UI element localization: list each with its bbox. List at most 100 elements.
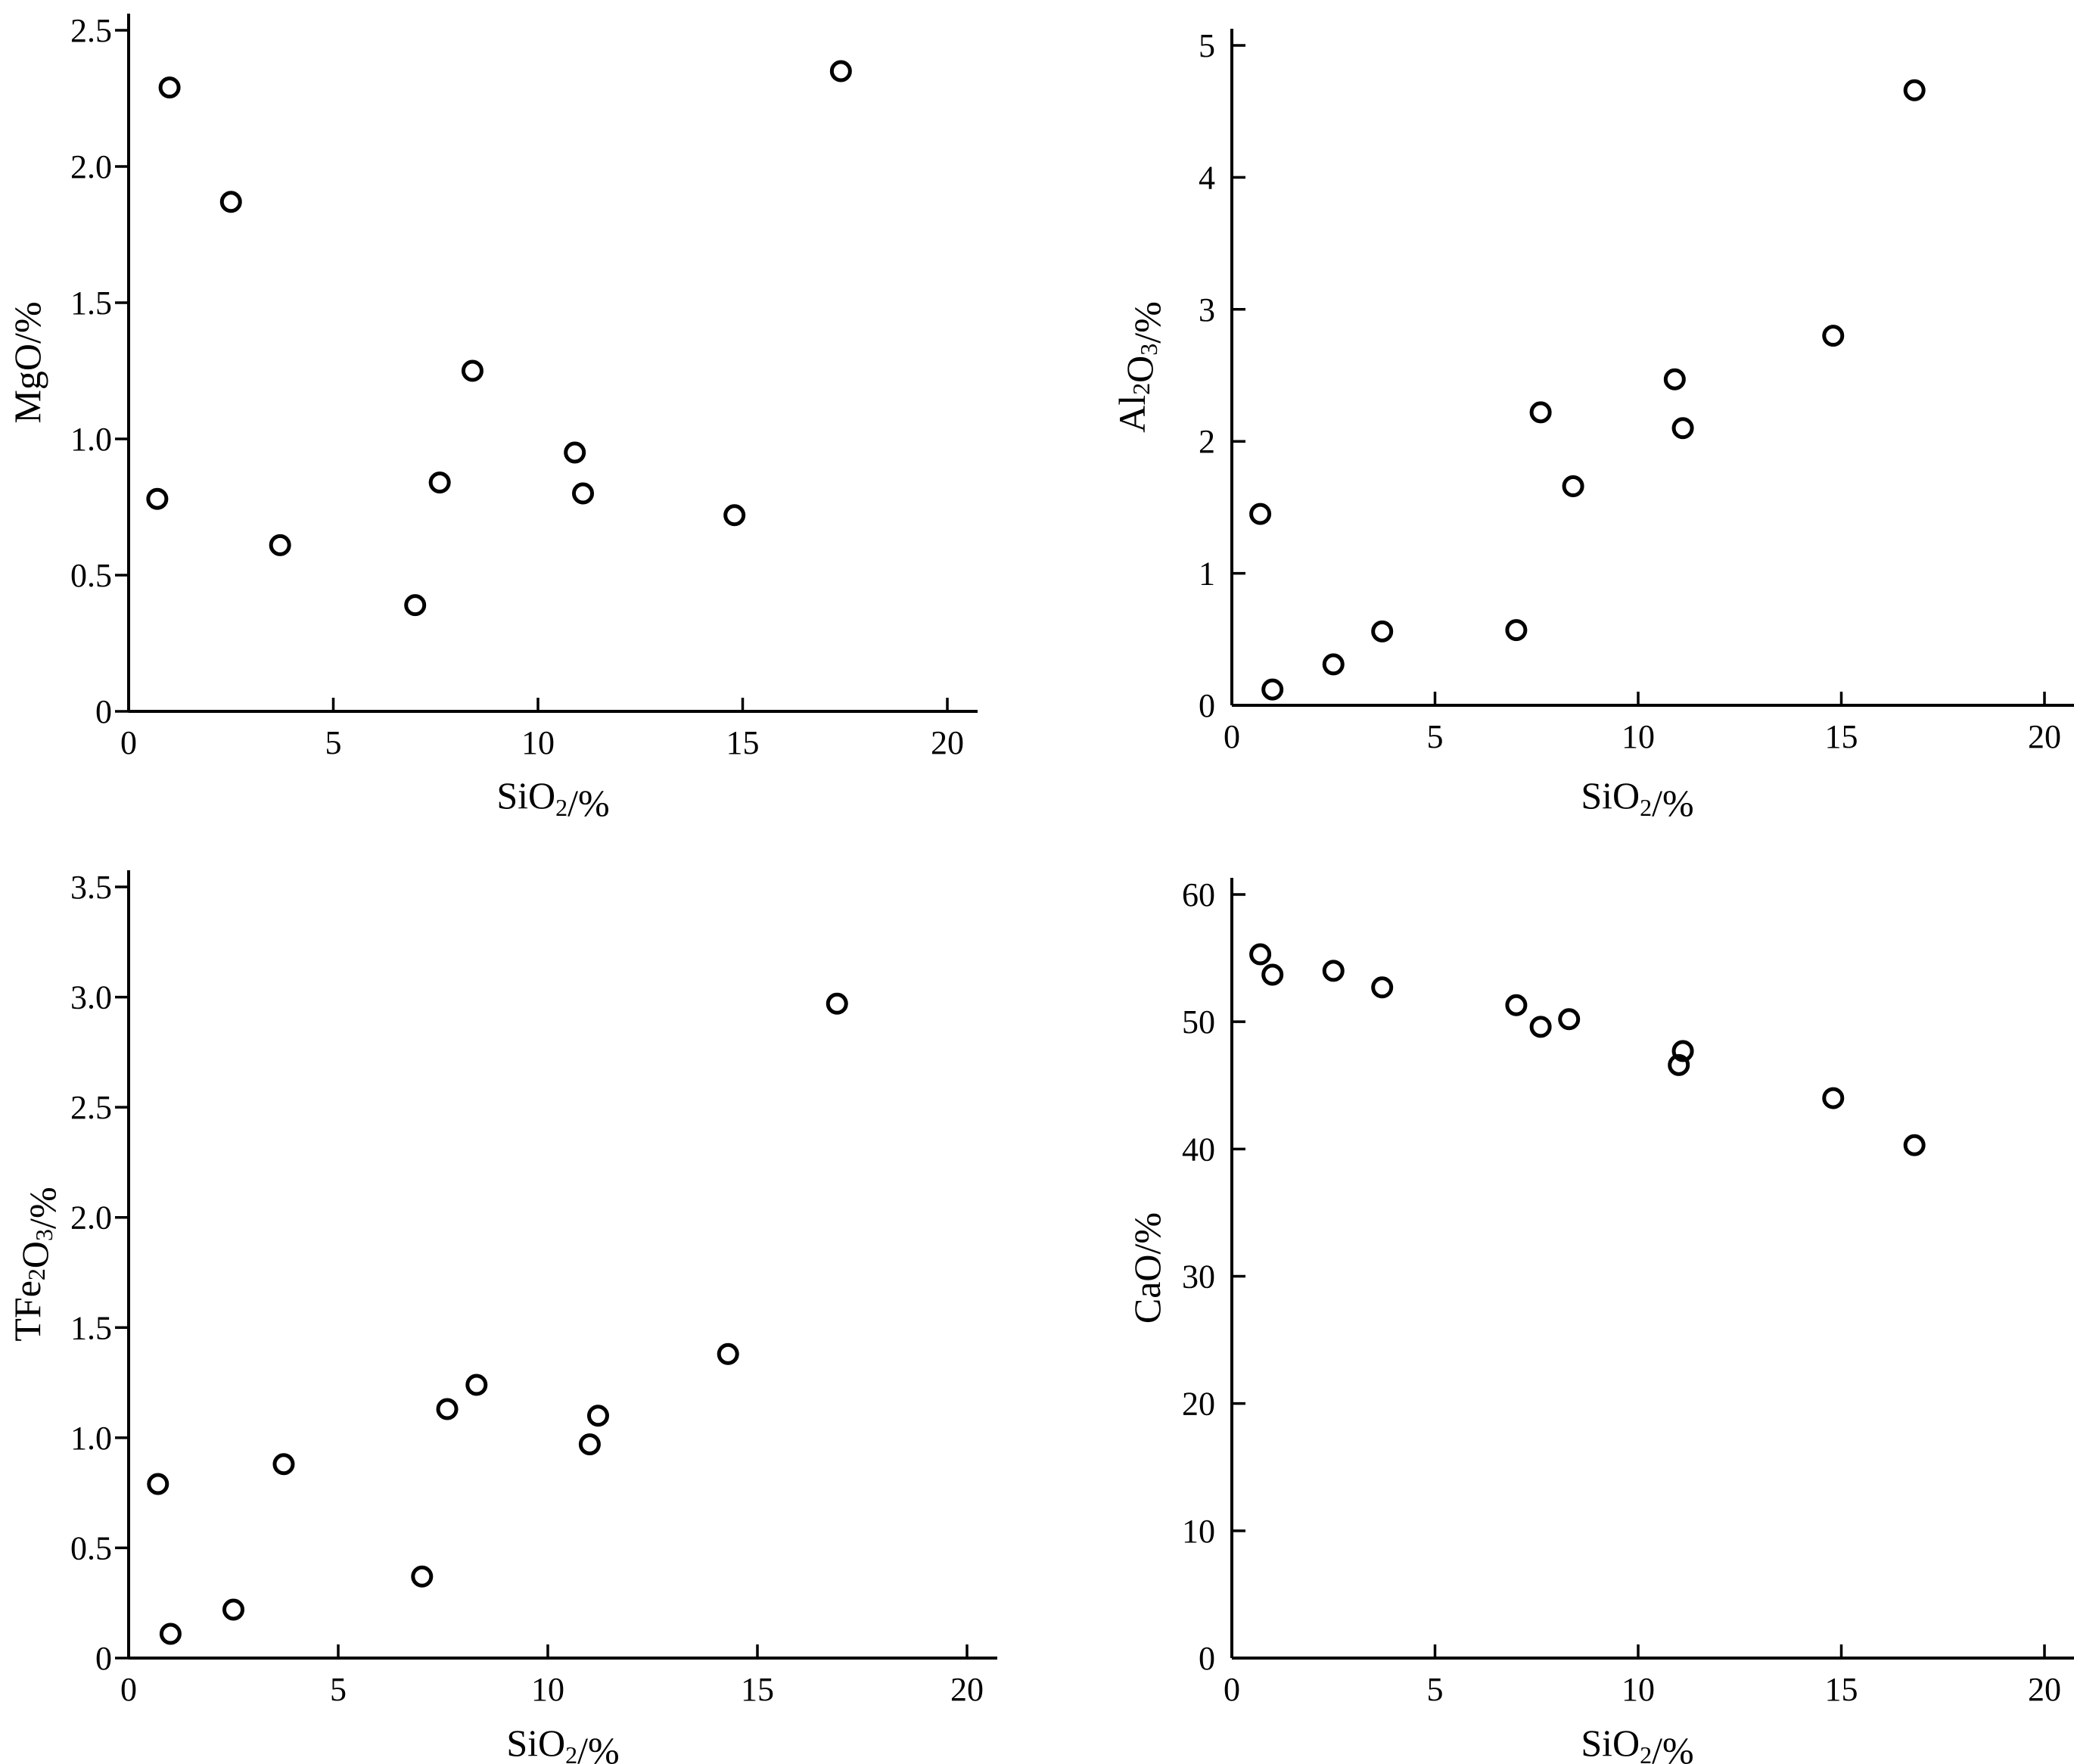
data-point <box>269 534 291 556</box>
y-axis-label: CaO/% <box>1126 1212 1168 1324</box>
y-tick-label: 4 <box>1199 159 1215 196</box>
data-point <box>1663 368 1686 390</box>
data-point <box>147 1473 169 1495</box>
data-point <box>1249 502 1272 525</box>
data-point <box>1822 1087 1845 1109</box>
y-tick-label: 0 <box>95 1640 112 1677</box>
data-point <box>461 359 484 382</box>
y-tick-label: 2.5 <box>70 1089 112 1126</box>
data-point <box>1505 619 1528 642</box>
y-tick-label: 3.5 <box>70 869 112 906</box>
x-tick-label: 10 <box>531 1671 564 1708</box>
data-point <box>1529 1016 1552 1038</box>
x-tick-label: 5 <box>325 724 342 761</box>
y-tick-label: 5 <box>1199 27 1215 64</box>
data-point <box>222 1598 244 1621</box>
data-point <box>564 441 586 464</box>
x-tick-label: 20 <box>931 724 964 761</box>
x-tick-label: 20 <box>2028 718 2061 755</box>
data-point <box>428 471 451 494</box>
x-axis-label: SiO2/% <box>496 774 609 824</box>
y-axis-label: TFe2O3/% <box>6 1187 64 1341</box>
y-tick-label: 0.5 <box>70 1529 112 1566</box>
data-point <box>436 1398 459 1420</box>
x-tick-label: 5 <box>1427 718 1444 755</box>
y-tick-label: 2 <box>1199 423 1215 460</box>
y-tick-label: 3 <box>1199 291 1215 328</box>
data-point <box>1671 1040 1694 1062</box>
y-tick-label: 1.0 <box>70 421 112 458</box>
data-point <box>1558 1008 1581 1031</box>
scatter-plot-tfe2o3: 0 5 10 15 20 0 0.5 1.0 1.5 2.0 2.5 3.0 3.5 SiO2/% TFe2… <box>6 869 997 1764</box>
data-point <box>586 1405 609 1427</box>
y-axis-label: Al2O3/% <box>1111 301 1168 433</box>
y-tick-label: 40 <box>1182 1131 1215 1168</box>
data-point <box>578 1433 601 1456</box>
x-tick-label: 15 <box>741 1671 774 1708</box>
y-tick-label: 10 <box>1182 1513 1215 1550</box>
data-point <box>1505 994 1528 1016</box>
data-point <box>572 482 595 505</box>
y-tick-label: 1.0 <box>70 1420 112 1457</box>
data-point <box>1903 1134 1926 1156</box>
x-tick-label: 20 <box>950 1671 984 1708</box>
data-point <box>465 1374 488 1396</box>
y-tick-label: 0 <box>95 693 112 730</box>
y-tick-label: 0.5 <box>70 557 112 594</box>
y-tick-label: 3.0 <box>70 979 112 1016</box>
data-point <box>146 487 169 510</box>
x-tick-label: 10 <box>521 724 555 761</box>
data-point <box>159 1622 182 1645</box>
data-point <box>1371 620 1394 642</box>
data-point <box>829 60 852 82</box>
scatter-plot-al2o3: 0 5 10 15 20 0 1 2 3 4 5 SiO2/% Al2O3/% <box>1111 27 2074 824</box>
data-point <box>1903 79 1926 101</box>
data-point <box>411 1565 434 1588</box>
data-point <box>1671 417 1694 440</box>
data-point <box>404 594 427 617</box>
data-point <box>723 504 746 527</box>
y-tick-label: 0 <box>1199 1640 1215 1677</box>
data-point <box>158 76 181 99</box>
x-tick-label: 5 <box>330 1671 347 1708</box>
data-point <box>826 992 848 1015</box>
y-axis-label: MgO/% <box>6 301 48 423</box>
x-tick-label: 15 <box>726 724 760 761</box>
x-tick-label: 20 <box>2028 1671 2061 1708</box>
y-tick-label: 1 <box>1199 555 1215 593</box>
x-tick-label: 15 <box>1825 718 1858 755</box>
x-tick-label: 5 <box>1427 1671 1444 1708</box>
data-point <box>272 1453 295 1476</box>
y-tick-label: 0 <box>1199 687 1215 724</box>
y-tick-label: 20 <box>1182 1386 1215 1423</box>
data-point <box>1322 653 1345 676</box>
scatter-plot-cao: 0 5 10 15 20 0 10 20 30 40 50 60 SiO2/% CaO/% <box>1126 876 2074 1764</box>
x-tick-label: 10 <box>1622 1671 1655 1708</box>
x-tick-label: 0 <box>120 724 137 761</box>
data-point <box>717 1342 739 1365</box>
x-tick-label: 0 <box>120 1671 137 1708</box>
scatter-plot-mgo: 0 5 10 15 20 0 0.5 1.0 1.5 2.0 2.5 SiO2/% MgO/% <box>6 12 978 824</box>
x-tick-label: 10 <box>1622 718 1655 755</box>
y-tick-label: 2.0 <box>70 1199 112 1237</box>
y-tick-label: 2.0 <box>70 148 112 185</box>
data-point <box>1371 976 1394 999</box>
y-tick-label: 60 <box>1182 876 1215 913</box>
data-point <box>1322 960 1345 982</box>
data-point <box>1261 963 1284 986</box>
y-tick-label: 50 <box>1182 1003 1215 1041</box>
x-tick-label: 0 <box>1224 1671 1240 1708</box>
y-tick-label: 30 <box>1182 1258 1215 1296</box>
y-tick-label: 1.5 <box>70 285 112 322</box>
y-tick-label: 1.5 <box>70 1309 112 1346</box>
x-tick-label: 0 <box>1224 718 1240 755</box>
x-axis-label: SiO2/% <box>1581 1722 1693 1764</box>
x-tick-label: 15 <box>1825 1671 1858 1708</box>
data-point <box>1822 325 1845 347</box>
x-axis-label: SiO2/% <box>506 1722 619 1764</box>
data-point <box>1529 401 1552 424</box>
data-point <box>219 191 242 213</box>
data-point <box>1261 678 1284 701</box>
data-point <box>1668 1053 1690 1076</box>
